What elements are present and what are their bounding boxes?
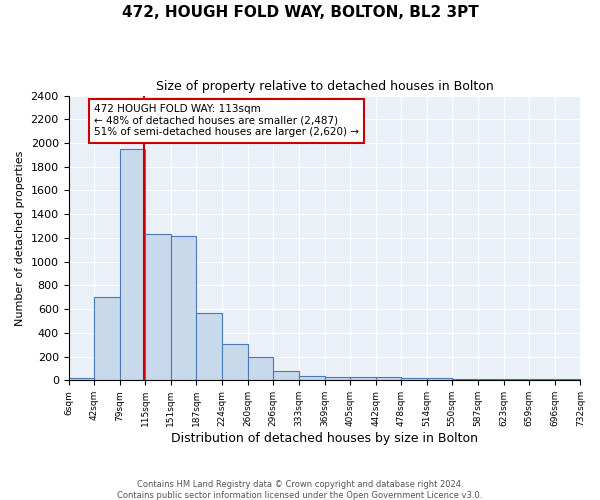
Bar (273, 371, 299, 380)
Bar (555, 378, 581, 380)
Bar (325, 377, 350, 380)
Bar (196, 312, 222, 380)
Bar (94, 298, 120, 380)
Text: 472, HOUGH FOLD WAY, BOLTON, BL2 3PT: 472, HOUGH FOLD WAY, BOLTON, BL2 3PT (122, 5, 478, 20)
Text: 472 HOUGH FOLD WAY: 113sqm
← 48% of detached houses are smaller (2,487)
51% of s: 472 HOUGH FOLD WAY: 113sqm ← 48% of deta… (94, 104, 359, 138)
Bar (299, 376, 325, 380)
Bar (529, 378, 555, 380)
Bar (401, 378, 427, 380)
Bar (68, 378, 94, 380)
Bar (120, 149, 145, 380)
Bar (478, 378, 503, 380)
Bar (145, 234, 171, 380)
Bar (171, 236, 196, 380)
Bar (222, 344, 248, 381)
Title: Size of property relative to detached houses in Bolton: Size of property relative to detached ho… (155, 80, 493, 93)
Bar (350, 377, 376, 380)
Bar (248, 356, 273, 380)
Bar (503, 378, 529, 380)
Bar (376, 377, 401, 380)
Bar (427, 378, 452, 380)
Text: Contains HM Land Registry data © Crown copyright and database right 2024.
Contai: Contains HM Land Registry data © Crown c… (118, 480, 482, 500)
Bar (452, 378, 478, 380)
X-axis label: Distribution of detached houses by size in Bolton: Distribution of detached houses by size … (171, 432, 478, 445)
Y-axis label: Number of detached properties: Number of detached properties (15, 150, 25, 326)
